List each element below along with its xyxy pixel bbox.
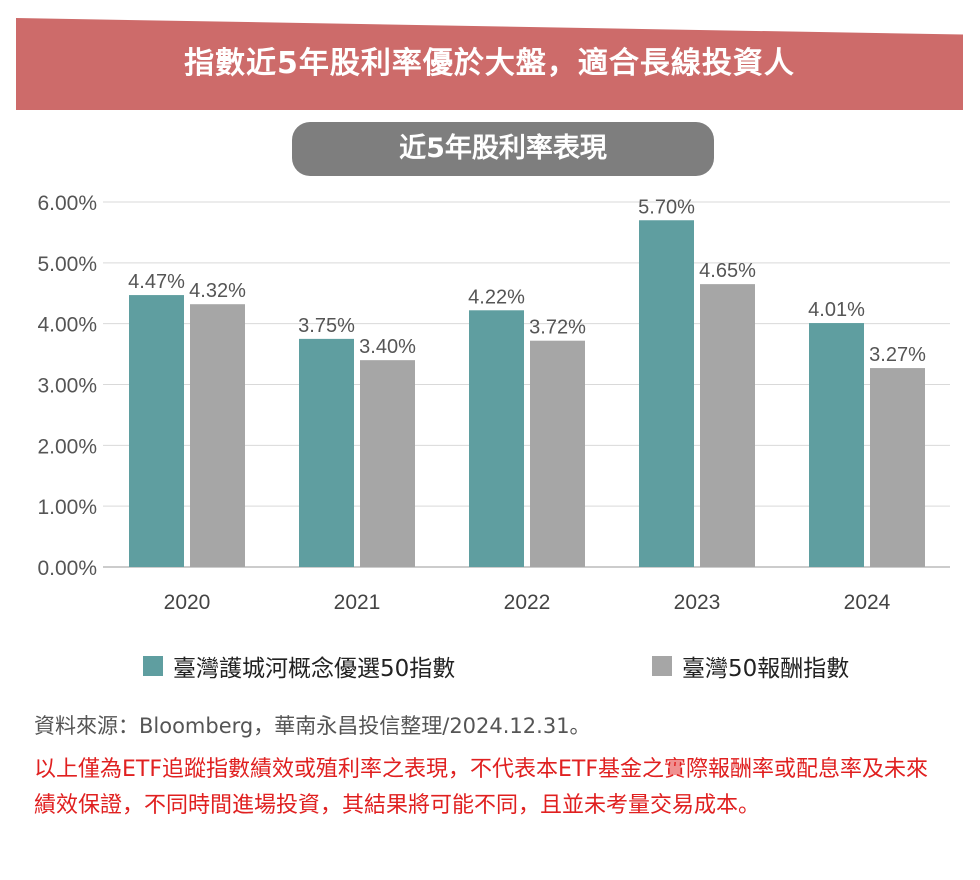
y-tick-label: 5.00% [37, 253, 97, 276]
x-tick-label: 2024 [844, 591, 891, 614]
source-note: 資料來源：Bloomberg，華南永昌投信整理/2024.12.31。 [34, 714, 591, 738]
y-tick-label: 0.00% [37, 557, 97, 580]
y-tick-label: 1.00% [37, 496, 97, 519]
bar-series-1 [639, 220, 694, 567]
data-label: 4.65% [699, 260, 756, 282]
x-tick-label: 2023 [674, 591, 721, 614]
bar-series-1 [129, 295, 184, 567]
data-label: 4.47% [128, 271, 185, 293]
y-tick-label: 3.00% [37, 375, 97, 398]
title-banner [16, 18, 963, 110]
y-tick-label: 4.00% [37, 314, 97, 337]
bar-series-2 [190, 304, 245, 567]
legend-swatch-series-2 [652, 656, 672, 676]
data-label: 3.27% [869, 344, 926, 366]
legend-item-series-2: 臺灣50報酬指數 [652, 652, 850, 682]
chart-subtitle: 近5年股利率表現 [292, 122, 714, 176]
data-label: 3.75% [298, 315, 355, 337]
bar-series-1 [299, 338, 354, 567]
page-title: 指數近5年股利率優於大盤，適合長線投資人 [184, 46, 795, 81]
data-label: 3.72% [529, 317, 586, 339]
bar-series-1 [809, 323, 864, 567]
y-tick-label: 2.00% [37, 435, 97, 458]
bar-chart: 0.00% 1.00% 2.00% 3.00% 4.00% 5.00% 6.00% 4.47%… [37, 192, 950, 614]
legend-label-series-1: 臺灣護城河概念優選50指數 [173, 656, 456, 682]
disclaimer-text: 以上僅為ETF追蹤指數績效或殖利率之表現，不代表本ETF基金之實際報酬率或配息率… [34, 757, 928, 818]
data-label: 3.40% [359, 336, 416, 358]
x-tick-label: 2020 [164, 591, 211, 614]
x-tick-label: 2022 [504, 591, 551, 614]
legend-swatch-series-1 [143, 656, 163, 676]
bar-series-2 [870, 368, 925, 567]
data-label: 4.32% [189, 280, 246, 302]
bar-series-2 [530, 340, 585, 567]
data-label: 4.22% [468, 286, 525, 308]
legend-label-series-2: 臺灣50報酬指數 [682, 656, 850, 682]
bar-series-2 [700, 284, 755, 567]
y-tick-label: 6.00% [37, 192, 97, 215]
x-tick-label: 2021 [334, 591, 381, 614]
bar-series-1 [469, 310, 524, 567]
data-label: 5.70% [638, 196, 695, 218]
data-label: 4.01% [808, 299, 865, 321]
legend-item-series-1: 臺灣護城河概念優選50指數 [143, 652, 456, 682]
bar-series-2 [360, 360, 415, 567]
